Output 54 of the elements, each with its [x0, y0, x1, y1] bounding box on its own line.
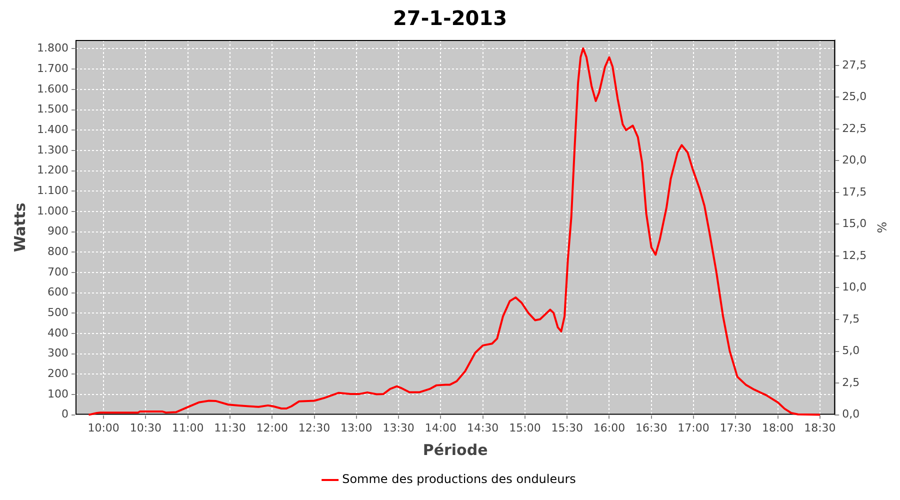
y2-tick-label: 10,0: [842, 280, 867, 294]
y-tick-label: 800: [47, 244, 68, 258]
x-tick-label: 17:00: [678, 421, 710, 434]
x-tick-label: 13:00: [340, 421, 372, 434]
y-tick-label: 600: [47, 286, 68, 299]
y-tick-label: 100: [47, 387, 68, 400]
y2-tick-label: 25,0: [842, 90, 867, 104]
x-tick-label: 14:30: [466, 421, 499, 434]
y2-axis-title: %: [874, 222, 889, 234]
x-tick-label: 16:30: [636, 421, 668, 434]
y-tick-label: 500: [47, 306, 68, 319]
x-tick-label: 16:00: [593, 421, 626, 434]
y2-tick-label: 12,5: [842, 248, 867, 262]
y-tick-label: 1.800: [36, 42, 68, 55]
y-tick-label: 1.400: [36, 122, 68, 136]
chart-title: 27-1-2013: [392, 6, 508, 30]
y2-tick-label: 7,5: [842, 312, 860, 326]
y2-tick-label: 2,5: [842, 376, 860, 389]
y-tick-label: 1.100: [36, 184, 68, 197]
x-tick-label: 10:30: [130, 421, 162, 434]
legend-label: Somme des productions des onduleurs: [342, 472, 576, 486]
x-tick-label: 18:30: [804, 421, 836, 434]
y-tick-label: 400: [47, 326, 68, 340]
y-axis-title: Watts: [10, 202, 29, 252]
x-axis-title: Période: [422, 440, 488, 459]
y-tick-label: 1.500: [36, 102, 68, 116]
y-tick-label: 0: [61, 408, 68, 421]
y-tick-label: 1.200: [36, 164, 68, 177]
x-tick-label: 12:30: [298, 421, 330, 434]
x-tick-label: 13:30: [382, 421, 414, 434]
x-tick-label: 11:30: [214, 421, 246, 434]
x-tick-label: 15:00: [509, 421, 541, 434]
y-tick-label: 200: [47, 366, 68, 380]
x-tick-label: 12:00: [256, 421, 288, 434]
y-tick-label: 1.600: [36, 82, 68, 96]
y2-tick-label: 5,0: [842, 344, 860, 358]
x-tick-label: 18:00: [762, 421, 794, 434]
x-tick-label: 14:00: [424, 421, 457, 434]
y2-tick-label: 27,5: [842, 58, 867, 72]
y-tick-label: 700: [47, 265, 68, 278]
y2-tick-label: 20,0: [842, 154, 867, 167]
x-tick-label: 10:00: [88, 421, 120, 434]
y2-tick-label: 22,5: [842, 122, 867, 135]
y2-tick-label: 17,5: [842, 185, 867, 198]
y-tick-label: 1.700: [36, 62, 68, 75]
y2-tick-label: 0,0: [842, 408, 860, 421]
y-tick-label: 900: [47, 224, 68, 238]
y-tick-label: 1.000: [36, 204, 68, 218]
x-tick-label: 17:30: [720, 421, 752, 434]
x-tick-label: 11:00: [172, 421, 204, 434]
y2-tick-label: 15,0: [842, 217, 867, 230]
y-tick-label: 1.300: [36, 143, 68, 156]
x-tick-label: 15:30: [551, 421, 583, 434]
y-tick-label: 300: [47, 346, 68, 360]
